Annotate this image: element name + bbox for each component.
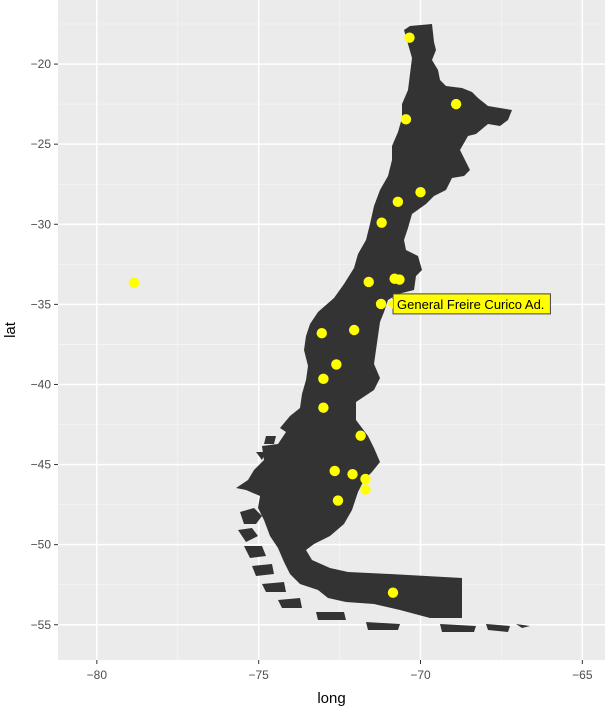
station-point[interactable] (329, 465, 340, 477)
y-axis-title: lat (2, 321, 19, 338)
station-point[interactable] (400, 114, 412, 125)
station-point[interactable] (316, 328, 327, 339)
station-point[interactable] (360, 473, 371, 485)
station-point[interactable] (450, 98, 462, 110)
station-point[interactable] (355, 430, 366, 441)
station-point[interactable] (394, 274, 405, 285)
station-point[interactable] (415, 187, 426, 198)
station-point[interactable] (375, 298, 387, 310)
y-tick-label: −30 (31, 217, 52, 231)
station-point[interactable] (318, 373, 329, 385)
station-point[interactable] (376, 217, 387, 228)
station-point[interactable] (363, 276, 374, 288)
station-point[interactable] (392, 196, 404, 208)
tooltip-label: General Freire Curico Ad. (397, 297, 544, 312)
chile-map-polygon (236, 24, 512, 618)
station-point[interactable] (318, 402, 329, 413)
x-tick-label: −70 (410, 668, 431, 682)
station-point[interactable] (128, 277, 140, 288)
station-point[interactable] (387, 587, 399, 598)
y-tick-label: −35 (31, 297, 52, 311)
y-tick-label: −45 (31, 458, 52, 472)
x-axis-title: long (317, 690, 345, 707)
station-point[interactable] (360, 484, 371, 495)
y-tick-label: −50 (31, 538, 52, 552)
x-axis: −80 −75 −70 −65 (87, 660, 593, 682)
y-tick-label: −40 (31, 377, 52, 391)
station-point[interactable] (348, 324, 360, 336)
y-tick-label: −25 (31, 137, 52, 151)
y-axis: −20 −25 −30 −35 −40 −45 −50 −55 (31, 57, 58, 632)
x-tick-label: −65 (572, 668, 593, 682)
station-point[interactable] (331, 359, 342, 370)
x-tick-label: −80 (87, 668, 108, 682)
station-point[interactable] (404, 32, 415, 43)
tooltip-arrow (387, 298, 394, 309)
tooltip: General Freire Curico Ad. (387, 293, 551, 315)
y-tick-label: −55 (31, 618, 52, 632)
points-layer (128, 32, 462, 598)
station-point[interactable] (347, 468, 358, 480)
y-tick-label: −20 (31, 57, 52, 71)
station-point[interactable] (332, 495, 344, 506)
x-tick-label: −75 (248, 668, 269, 682)
